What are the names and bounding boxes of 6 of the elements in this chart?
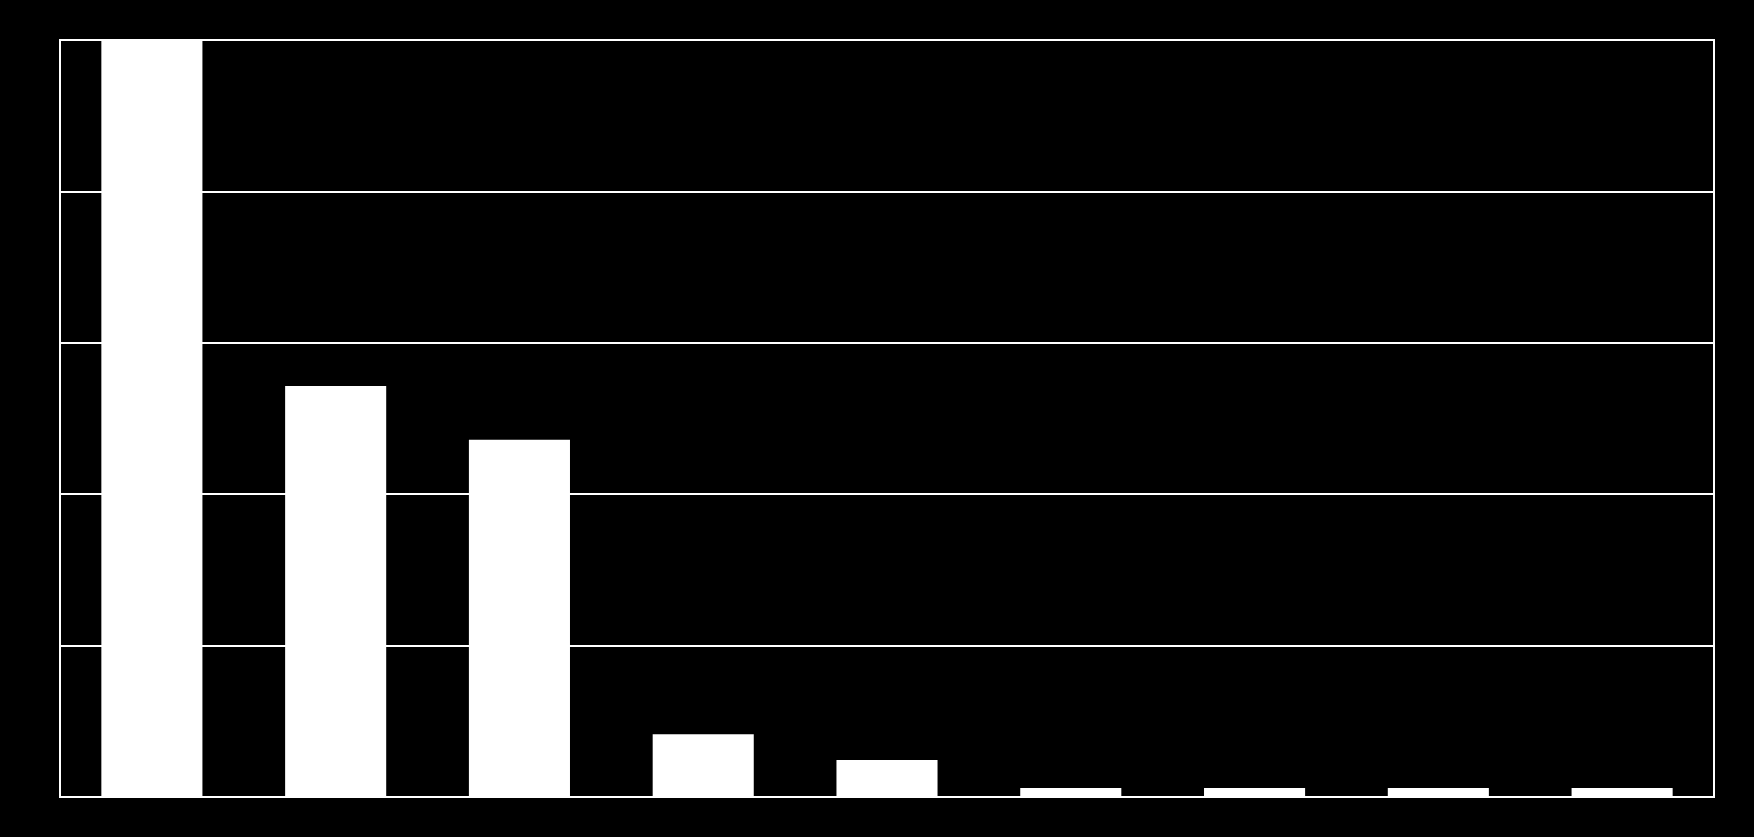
bar bbox=[1387, 787, 1489, 797]
bar bbox=[1571, 787, 1673, 797]
bar bbox=[836, 759, 938, 797]
bar bbox=[652, 734, 754, 797]
bar bbox=[1204, 787, 1306, 797]
bar bbox=[1020, 787, 1122, 797]
